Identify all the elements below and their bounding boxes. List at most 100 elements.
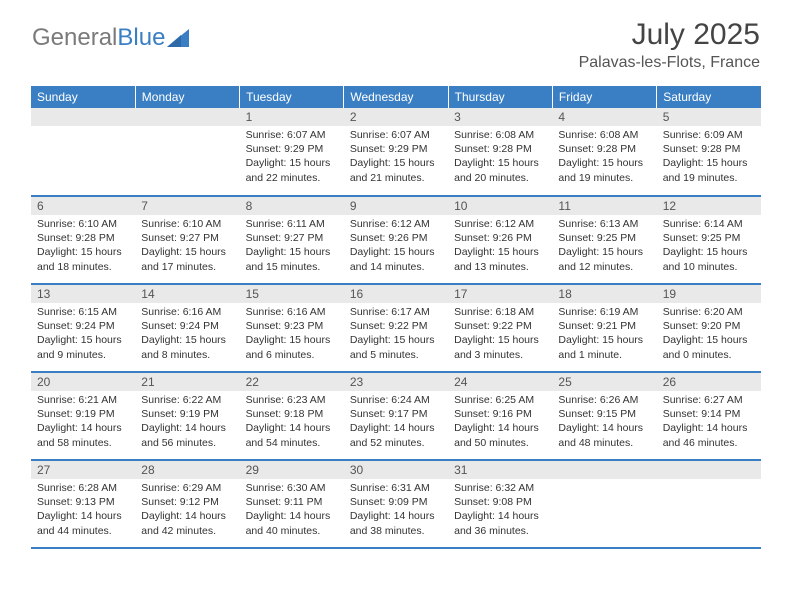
sunrise-line: Sunrise: 6:13 AM xyxy=(558,217,650,231)
daylight-line: Daylight: 15 hours and 19 minutes. xyxy=(558,156,650,184)
sunset-line: Sunset: 9:27 PM xyxy=(141,231,233,245)
calendar-table: SundayMondayTuesdayWednesdayThursdayFrid… xyxy=(31,86,761,549)
sunrise-line: Sunrise: 6:12 AM xyxy=(454,217,546,231)
day-number-empty xyxy=(135,108,239,126)
weekday-header: Monday xyxy=(135,86,239,108)
sunset-line: Sunset: 9:24 PM xyxy=(37,319,129,333)
sunrise-line: Sunrise: 6:16 AM xyxy=(246,305,338,319)
day-body: Sunrise: 6:23 AMSunset: 9:18 PMDaylight:… xyxy=(240,391,344,450)
calendar-week-row: 13Sunrise: 6:15 AMSunset: 9:24 PMDayligh… xyxy=(31,284,761,372)
daylight-line: Daylight: 15 hours and 0 minutes. xyxy=(663,333,755,361)
day-number: 13 xyxy=(31,285,135,303)
sunset-line: Sunset: 9:24 PM xyxy=(141,319,233,333)
calendar-cell xyxy=(135,108,239,196)
day-body: Sunrise: 6:09 AMSunset: 9:28 PMDaylight:… xyxy=(657,126,761,185)
day-number: 3 xyxy=(448,108,552,126)
sunset-line: Sunset: 9:27 PM xyxy=(246,231,338,245)
weekday-header: Sunday xyxy=(31,86,135,108)
calendar-cell: 24Sunrise: 6:25 AMSunset: 9:16 PMDayligh… xyxy=(448,372,552,460)
day-number: 30 xyxy=(344,461,448,479)
day-number: 27 xyxy=(31,461,135,479)
daylight-line: Daylight: 14 hours and 44 minutes. xyxy=(37,509,129,537)
sunrise-line: Sunrise: 6:27 AM xyxy=(663,393,755,407)
day-body: Sunrise: 6:31 AMSunset: 9:09 PMDaylight:… xyxy=(344,479,448,538)
daylight-line: Daylight: 15 hours and 3 minutes. xyxy=(454,333,546,361)
location-label: Palavas-les-Flots, France xyxy=(579,54,760,72)
calendar-cell: 19Sunrise: 6:20 AMSunset: 9:20 PMDayligh… xyxy=(657,284,761,372)
sunset-line: Sunset: 9:11 PM xyxy=(246,495,338,509)
sunrise-line: Sunrise: 6:10 AM xyxy=(37,217,129,231)
calendar-cell: 5Sunrise: 6:09 AMSunset: 9:28 PMDaylight… xyxy=(657,108,761,196)
sunset-line: Sunset: 9:15 PM xyxy=(558,407,650,421)
logo-triangle-icon xyxy=(167,29,189,47)
sunrise-line: Sunrise: 6:28 AM xyxy=(37,481,129,495)
calendar-cell: 21Sunrise: 6:22 AMSunset: 9:19 PMDayligh… xyxy=(135,372,239,460)
calendar-cell xyxy=(552,460,656,548)
logo-text-1: General xyxy=(32,24,117,52)
calendar-cell: 4Sunrise: 6:08 AMSunset: 9:28 PMDaylight… xyxy=(552,108,656,196)
day-body: Sunrise: 6:13 AMSunset: 9:25 PMDaylight:… xyxy=(552,215,656,274)
sunset-line: Sunset: 9:12 PM xyxy=(141,495,233,509)
sunset-line: Sunset: 9:25 PM xyxy=(558,231,650,245)
sunrise-line: Sunrise: 6:12 AM xyxy=(350,217,442,231)
daylight-line: Daylight: 14 hours and 56 minutes. xyxy=(141,421,233,449)
sunrise-line: Sunrise: 6:32 AM xyxy=(454,481,546,495)
sunset-line: Sunset: 9:28 PM xyxy=(37,231,129,245)
sunset-line: Sunset: 9:25 PM xyxy=(663,231,755,245)
day-number: 14 xyxy=(135,285,239,303)
weekday-header: Tuesday xyxy=(240,86,344,108)
calendar-cell: 28Sunrise: 6:29 AMSunset: 9:12 PMDayligh… xyxy=(135,460,239,548)
day-body: Sunrise: 6:08 AMSunset: 9:28 PMDaylight:… xyxy=(552,126,656,185)
calendar-cell xyxy=(31,108,135,196)
calendar-cell: 17Sunrise: 6:18 AMSunset: 9:22 PMDayligh… xyxy=(448,284,552,372)
sunset-line: Sunset: 9:28 PM xyxy=(558,142,650,156)
daylight-line: Daylight: 15 hours and 19 minutes. xyxy=(663,156,755,184)
sunset-line: Sunset: 9:14 PM xyxy=(663,407,755,421)
day-body: Sunrise: 6:15 AMSunset: 9:24 PMDaylight:… xyxy=(31,303,135,362)
sunset-line: Sunset: 9:16 PM xyxy=(454,407,546,421)
calendar-cell: 10Sunrise: 6:12 AMSunset: 9:26 PMDayligh… xyxy=(448,196,552,284)
calendar-cell: 25Sunrise: 6:26 AMSunset: 9:15 PMDayligh… xyxy=(552,372,656,460)
day-number: 31 xyxy=(448,461,552,479)
day-number: 23 xyxy=(344,373,448,391)
day-body: Sunrise: 6:21 AMSunset: 9:19 PMDaylight:… xyxy=(31,391,135,450)
day-number: 17 xyxy=(448,285,552,303)
calendar-cell: 29Sunrise: 6:30 AMSunset: 9:11 PMDayligh… xyxy=(240,460,344,548)
daylight-line: Daylight: 15 hours and 22 minutes. xyxy=(246,156,338,184)
calendar-cell xyxy=(657,460,761,548)
sunset-line: Sunset: 9:29 PM xyxy=(350,142,442,156)
sunset-line: Sunset: 9:29 PM xyxy=(246,142,338,156)
sunrise-line: Sunrise: 6:08 AM xyxy=(454,128,546,142)
calendar-cell: 16Sunrise: 6:17 AMSunset: 9:22 PMDayligh… xyxy=(344,284,448,372)
day-number: 9 xyxy=(344,197,448,215)
weekday-header: Saturday xyxy=(657,86,761,108)
day-number: 22 xyxy=(240,373,344,391)
sunset-line: Sunset: 9:18 PM xyxy=(246,407,338,421)
daylight-line: Daylight: 15 hours and 15 minutes. xyxy=(246,245,338,273)
sunrise-line: Sunrise: 6:19 AM xyxy=(558,305,650,319)
day-body: Sunrise: 6:14 AMSunset: 9:25 PMDaylight:… xyxy=(657,215,761,274)
day-number: 20 xyxy=(31,373,135,391)
sunset-line: Sunset: 9:26 PM xyxy=(454,231,546,245)
day-number-empty xyxy=(552,461,656,479)
day-number: 16 xyxy=(344,285,448,303)
sunrise-line: Sunrise: 6:14 AM xyxy=(663,217,755,231)
calendar-cell: 8Sunrise: 6:11 AMSunset: 9:27 PMDaylight… xyxy=(240,196,344,284)
day-number: 4 xyxy=(552,108,656,126)
day-body: Sunrise: 6:28 AMSunset: 9:13 PMDaylight:… xyxy=(31,479,135,538)
calendar-cell: 9Sunrise: 6:12 AMSunset: 9:26 PMDaylight… xyxy=(344,196,448,284)
day-body: Sunrise: 6:18 AMSunset: 9:22 PMDaylight:… xyxy=(448,303,552,362)
sunrise-line: Sunrise: 6:10 AM xyxy=(141,217,233,231)
daylight-line: Daylight: 14 hours and 38 minutes. xyxy=(350,509,442,537)
day-body: Sunrise: 6:08 AMSunset: 9:28 PMDaylight:… xyxy=(448,126,552,185)
daylight-line: Daylight: 15 hours and 8 minutes. xyxy=(141,333,233,361)
day-body: Sunrise: 6:10 AMSunset: 9:28 PMDaylight:… xyxy=(31,215,135,274)
day-body: Sunrise: 6:30 AMSunset: 9:11 PMDaylight:… xyxy=(240,479,344,538)
sunrise-line: Sunrise: 6:11 AM xyxy=(246,217,338,231)
day-body: Sunrise: 6:12 AMSunset: 9:26 PMDaylight:… xyxy=(448,215,552,274)
daylight-line: Daylight: 14 hours and 46 minutes. xyxy=(663,421,755,449)
sunrise-line: Sunrise: 6:24 AM xyxy=(350,393,442,407)
calendar-cell: 18Sunrise: 6:19 AMSunset: 9:21 PMDayligh… xyxy=(552,284,656,372)
day-body: Sunrise: 6:27 AMSunset: 9:14 PMDaylight:… xyxy=(657,391,761,450)
sunrise-line: Sunrise: 6:07 AM xyxy=(350,128,442,142)
